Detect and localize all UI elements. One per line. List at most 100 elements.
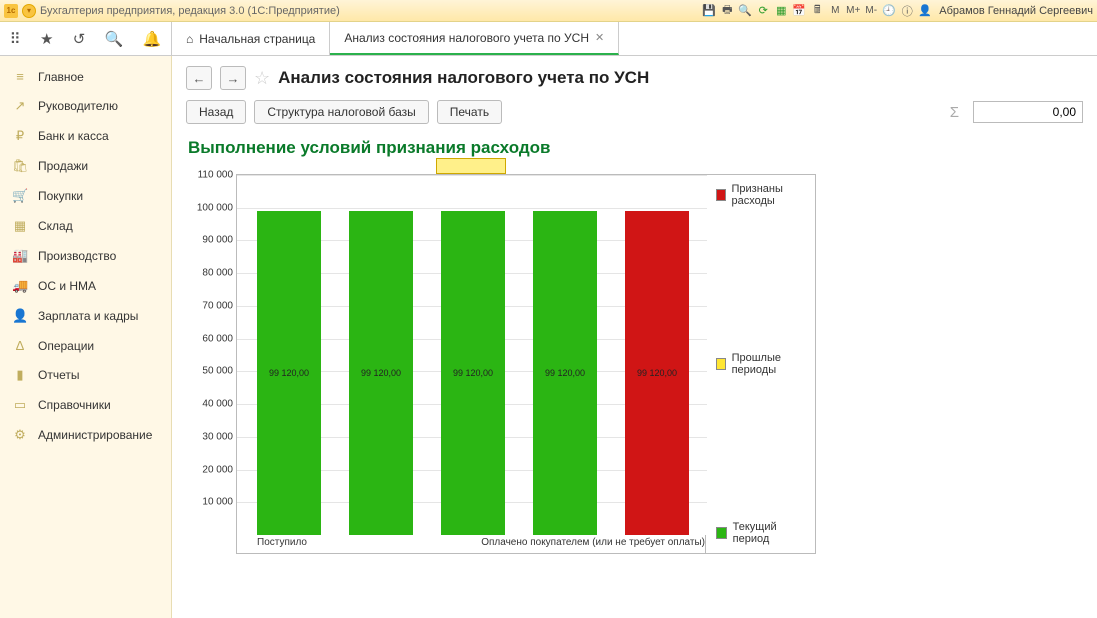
print-button[interactable]: Печать (437, 100, 502, 124)
chart-top-marker (436, 158, 506, 174)
sidebar-item[interactable]: 🛍 Продажи (0, 151, 171, 181)
preview-icon[interactable]: 🔍 (737, 3, 753, 19)
nav-back-button[interactable]: ← (186, 66, 212, 90)
calc-icon[interactable]: 🖩 (809, 3, 825, 19)
refresh-icon[interactable]: ⟳ (755, 3, 771, 19)
history-icon[interactable]: ↺ (73, 30, 86, 48)
sidebar-item-label: Руководителю (38, 99, 118, 113)
legend-label: Признаны расходы (732, 183, 805, 207)
legend-swatch (716, 527, 727, 539)
y-tick-label: 80 000 (202, 268, 233, 279)
legend-item: Признаны расходы (716, 183, 805, 207)
grid-icon[interactable]: ▦ (773, 3, 789, 19)
favorite-star-icon[interactable]: ☆ (254, 68, 270, 89)
user-name: Абрамов Геннадий Сергеевич (939, 5, 1093, 17)
chart-bar: 99 120,00 (625, 211, 689, 535)
sidebar-item[interactable]: 👤 Зарплата и кадры (0, 301, 171, 331)
page-title: Анализ состояния налогового учета по УСН (278, 68, 649, 88)
bar-value-label: 99 120,00 (257, 368, 321, 378)
legend-item: Текущий период (716, 521, 805, 545)
legend-label: Прошлые периоды (732, 352, 805, 376)
sidebar-item[interactable]: ▦ Склад (0, 211, 171, 241)
legend-swatch (716, 358, 726, 370)
chart-bar: 99 120,00 (257, 211, 321, 535)
sidebar-item-icon: 🛒 (12, 188, 28, 204)
sidebar-item-icon: ▦ (12, 218, 28, 234)
back-button[interactable]: Назад (186, 100, 246, 124)
calc-mplus[interactable]: M+ (845, 3, 861, 19)
sidebar-item-label: Производство (38, 249, 116, 263)
calc-m[interactable]: M (827, 3, 843, 19)
sidebar-item[interactable]: ΔОперации (0, 331, 171, 360)
sidebar-item[interactable]: ≡Главное (0, 62, 171, 91)
tab-home[interactable]: ⌂ Начальная страница (172, 22, 330, 55)
sidebar-item[interactable]: ⚙ Администрирование (0, 420, 171, 450)
nav-forward-button[interactable]: → (220, 66, 246, 90)
toolbar-icons: ⠿ ★ ↺ 🔍 🔔 (0, 22, 172, 55)
sidebar-item[interactable]: 🛒Покупки (0, 181, 171, 211)
user-icon: 👤 (917, 3, 933, 19)
page-head: ← → ☆ Анализ состояния налогового учета … (186, 66, 1083, 90)
sidebar-item-label: Справочники (38, 398, 111, 412)
chart-plot: 99 120,00 99 120,00 99 120,00 99 120,00 99 1… (237, 175, 707, 535)
clock-icon[interactable]: 🕘 (881, 3, 897, 19)
bell-icon[interactable]: 🔔 (143, 30, 162, 48)
sidebar-item-icon: 🛍 (12, 158, 28, 174)
sidebar-item-label: ОС и НМА (38, 279, 96, 293)
sidebar-item-label: Отчеты (38, 368, 79, 382)
print-icon[interactable]: 🖶 (719, 3, 735, 19)
structure-button[interactable]: Структура налоговой базы (254, 100, 428, 124)
x-label-right: Оплачено покупателем (или не требует опл… (481, 537, 705, 548)
tab-analysis-label: Анализ состояния налогового учета по УСН (344, 31, 589, 45)
close-icon[interactable]: ✕ (595, 31, 604, 44)
sidebar-item-label: Администрирование (38, 428, 152, 442)
bar-value-label: 99 120,00 (349, 368, 413, 378)
sidebar-item-icon: 🏭 (12, 248, 28, 264)
tab-analysis[interactable]: Анализ состояния налогового учета по УСН… (330, 22, 619, 55)
sidebar-item-icon: 👤 (12, 308, 28, 324)
sidebar-item-icon: 🚚 (12, 278, 28, 294)
y-tick-label: 100 000 (197, 202, 233, 213)
app-title: Бухгалтерия предприятия, редакция 3.0 (1… (40, 5, 340, 17)
y-tick-label: 70 000 (202, 300, 233, 311)
sidebar-item-icon: ₽ (12, 128, 28, 144)
grid-line (237, 175, 707, 176)
sidebar-item[interactable]: 🏭 Производство (0, 241, 171, 271)
sidebar-item-label: Зарплата и кадры (38, 309, 138, 323)
bar-value-label: 99 120,00 (625, 368, 689, 378)
info-icon[interactable]: ⓘ (899, 3, 915, 19)
y-axis: 10 00020 00030 00040 00050 00060 00070 0… (189, 175, 233, 535)
legend-swatch (716, 189, 726, 201)
sidebar-item-label: Склад (38, 219, 73, 233)
sum-field[interactable] (973, 101, 1083, 123)
sidebar-item[interactable]: ₽Банк и касса (0, 121, 171, 151)
y-tick-label: 20 000 (202, 464, 233, 475)
search-icon[interactable]: 🔍 (105, 30, 124, 48)
sidebar-item-icon: ≡ (12, 69, 28, 84)
y-tick-label: 30 000 (202, 431, 233, 442)
chart-bar: 99 120,00 (441, 211, 505, 535)
sidebar-item[interactable]: ▭Справочники (0, 390, 171, 420)
legend-label: Текущий период (733, 521, 805, 545)
save-icon[interactable]: 💾 (701, 3, 717, 19)
star-icon[interactable]: ★ (40, 30, 53, 48)
y-tick-label: 90 000 (202, 235, 233, 246)
titlebar-left: 1c ▾ Бухгалтерия предприятия, редакция 3… (4, 4, 340, 18)
calc-mminus[interactable]: M- (863, 3, 879, 19)
apps-icon[interactable]: ⠿ (10, 30, 21, 48)
dropdown-icon[interactable]: ▾ (22, 4, 36, 18)
sidebar-item[interactable]: ▮Отчеты (0, 360, 171, 390)
y-tick-label: 10 000 (202, 497, 233, 508)
sidebar: ≡Главное↗Руководителю₽Банк и касса 🛍 Прода… (0, 56, 172, 618)
grid-line (237, 208, 707, 209)
sidebar-item-icon: ⚙ (12, 427, 28, 443)
calendar-icon[interactable]: 📅 (791, 3, 807, 19)
chart-box: 10 00020 00030 00040 00050 00060 00070 0… (236, 174, 706, 554)
main-layout: ≡Главное↗Руководителю₽Банк и касса 🛍 Прода… (0, 56, 1097, 618)
y-tick-label: 110 000 (198, 170, 233, 181)
chart-bar: 99 120,00 (533, 211, 597, 535)
bar-value-label: 99 120,00 (533, 368, 597, 378)
sidebar-item[interactable]: ↗Руководителю (0, 91, 171, 121)
sidebar-item[interactable]: 🚚 ОС и НМА (0, 271, 171, 301)
sidebar-item-label: Продажи (38, 159, 88, 173)
